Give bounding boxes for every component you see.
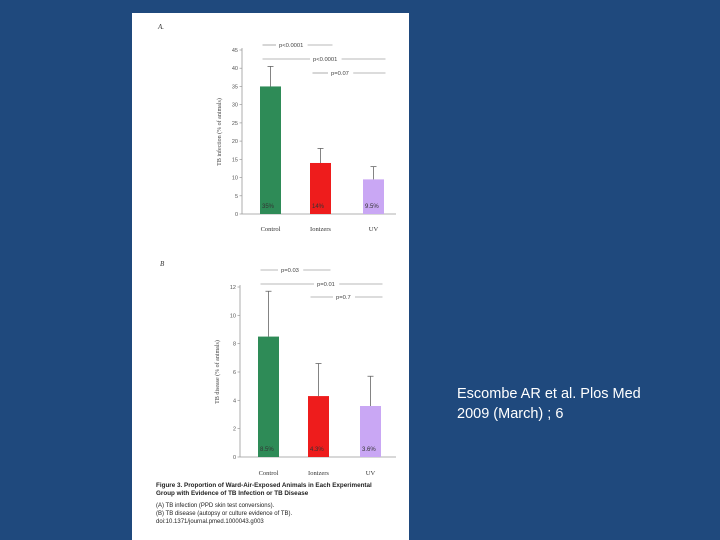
panel-a-y-tick-label: 10 [232, 176, 238, 182]
figure-panel: A. 0 5 10 15 20 25 30 35 40 45 TB infection (% of a… [132, 13, 409, 540]
panel-b-p-value: p=0.7 [336, 295, 351, 301]
panel-b-bar-uv [360, 406, 381, 457]
panel-b-y-tick-label: 10 [230, 313, 236, 319]
panel-a-y-tick-label: 25 [232, 121, 238, 127]
figure-caption-a: (A) TB infection (PPD skin test conversi… [156, 503, 275, 509]
panel-a-bar-uv [363, 179, 384, 214]
panel-a-p-value: p=0.07 [331, 71, 349, 77]
panel-b-y-tick-label: 12 [230, 285, 236, 291]
panel-b-label: B [160, 260, 165, 268]
panel-a-y-tick-label: 15 [232, 157, 238, 163]
panel-a-y-tick-label: 30 [232, 103, 238, 109]
figure-caption-title-cont: Group with Evidence of TB Infection or T… [156, 490, 309, 497]
panel-b-bar-ionizers [308, 396, 329, 457]
citation-line-1: Escombe AR et al. Plos Med [457, 386, 641, 402]
panel-b-y-tick-label: 2 [233, 427, 236, 433]
panel-b-category-label: Ionizers [308, 470, 329, 477]
citation: Escombe AR et al. Plos Med 2009 (March) … [457, 384, 641, 424]
panel-a-data-label: 9.5% [365, 204, 379, 210]
panel-a-label: A. [157, 23, 164, 31]
panel-a-category-label: UV [369, 226, 379, 233]
panel-b-y-tick-label: 8 [233, 342, 236, 348]
panel-a-p-value: p<0.0001 [313, 57, 337, 63]
figure-caption-title: Figure 3. Proportion of Ward-Air-Exposed… [156, 482, 372, 489]
panel-a-category-label: Ionizers [310, 226, 331, 233]
panel-b-p-value: p=0.03 [281, 268, 299, 274]
panel-a-y-tick-label: 20 [232, 139, 238, 145]
figure-caption-b: (B) TB disease (autopsy or culture evide… [156, 511, 293, 517]
figure-doi: doi:10.1371/journal.pmed.1000043.g003 [156, 519, 264, 525]
panel-b-y-tick-label: 0 [233, 455, 236, 461]
panel-b-bar-control [258, 336, 279, 457]
panel-a-y-tick-label: 5 [235, 194, 238, 200]
panel-b-data-label: 4.3% [310, 447, 324, 453]
panel-a-data-label: 35% [262, 204, 275, 210]
panel-b-y-tick-label: 4 [233, 398, 236, 404]
panel-a-y-tick-label: 40 [232, 66, 238, 72]
panel-a-p-value: p<0.0001 [279, 43, 303, 49]
panel-a-y-tick-label: 0 [235, 212, 238, 218]
panel-b-data-label: 3.6% [362, 447, 376, 453]
panel-b-y-axis-label: TB disease (% of animals) [214, 340, 221, 404]
panel-a-y-axis-label: TB infection (% of animals) [216, 98, 223, 166]
panel-b-y-tick-label: 6 [233, 370, 236, 376]
panel-b-category-label: Control [259, 470, 279, 477]
panel-a-y-tick-label: 45 [232, 48, 238, 54]
panel-a-bar-ionizers [310, 162, 331, 214]
panel-b-category-label: UV [366, 470, 376, 477]
citation-line-2: 2009 (March) ; 6 [457, 406, 564, 422]
panel-a-category-label: Control [261, 226, 281, 233]
panel-a-data-label: 14% [312, 204, 325, 210]
panel-b-data-label: 8.5% [260, 447, 274, 453]
panel-b-p-value: p=0.01 [317, 282, 335, 288]
panel-a-y-tick-label: 35 [232, 84, 238, 90]
panel-a-bar-control [260, 86, 281, 214]
